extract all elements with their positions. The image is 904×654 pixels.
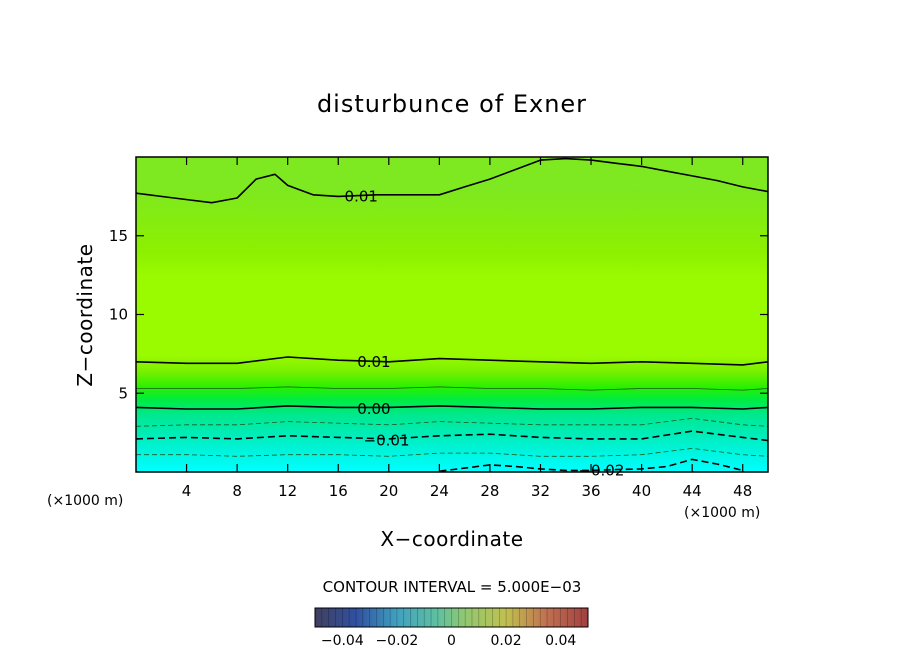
x-tick-label-20: 20 xyxy=(379,482,398,500)
colorbar-stripes xyxy=(321,608,582,627)
contour-line-0 xyxy=(136,157,768,204)
y-unit-label: (×1000 m) xyxy=(47,493,123,509)
x-tick-label-28: 28 xyxy=(480,482,499,500)
x-tick-label-4: 4 xyxy=(182,482,192,500)
contour-line-2 xyxy=(136,386,768,391)
colorbar-ticks: −0.04 −0.02 0 0.02 0.04 xyxy=(321,633,577,649)
contour-line-6 xyxy=(136,448,768,457)
y-axis-ticks: 5 10 15 xyxy=(109,227,768,402)
colorbar-tick-label-1: −0.02 xyxy=(375,633,418,649)
x-tick-label-40: 40 xyxy=(632,482,651,500)
x-tick-label-44: 44 xyxy=(683,482,702,500)
x-tick-label-48: 48 xyxy=(733,482,752,500)
contour-labels: 0.01 0.01 0.00 −0.01 −0.02 xyxy=(345,187,625,479)
y-tick-label-5: 5 xyxy=(118,384,128,402)
contour-label-1: 0.01 xyxy=(357,353,390,371)
contour-label-2: 0.00 xyxy=(357,400,390,418)
contour-interval-label: CONTOUR INTERVAL = 5.000E−03 xyxy=(323,578,582,596)
x-unit-label: (×1000 m) xyxy=(684,505,760,521)
y-tick-label-15: 15 xyxy=(109,227,128,245)
contour-line-1 xyxy=(136,356,768,366)
contour-label-0: 0.01 xyxy=(345,187,378,205)
x-tick-label-16: 16 xyxy=(329,482,348,500)
plot-field xyxy=(136,157,768,472)
y-tick-label-10: 10 xyxy=(109,306,128,324)
y-axis-label: Z−coordinate xyxy=(73,243,97,386)
colorbar-tick-label-3: 0.02 xyxy=(491,633,522,649)
x-tick-label-8: 8 xyxy=(232,482,242,500)
contour-line-3 xyxy=(136,405,768,410)
contour-label-3: −0.01 xyxy=(364,432,410,450)
colorbar-tick-label-0: −0.04 xyxy=(321,633,364,649)
contour-line-4 xyxy=(136,418,768,427)
colorbar-tick-label-4: 0.04 xyxy=(545,633,576,649)
x-tick-label-24: 24 xyxy=(430,482,449,500)
x-tick-label-12: 12 xyxy=(278,482,297,500)
colorbar xyxy=(314,607,589,628)
x-axis-label: X−coordinate xyxy=(380,527,523,551)
x-tick-label-32: 32 xyxy=(531,482,550,500)
x-axis-ticks: 4 8 12 16 20 24 28 32 36 40 44 48 xyxy=(182,157,752,500)
x-tick-label-36: 36 xyxy=(581,482,600,500)
chart-title: disturbunce of Exner xyxy=(317,90,587,118)
contour-label-4: −0.02 xyxy=(578,461,624,479)
colorbar-tick-label-2: 0 xyxy=(447,633,456,649)
